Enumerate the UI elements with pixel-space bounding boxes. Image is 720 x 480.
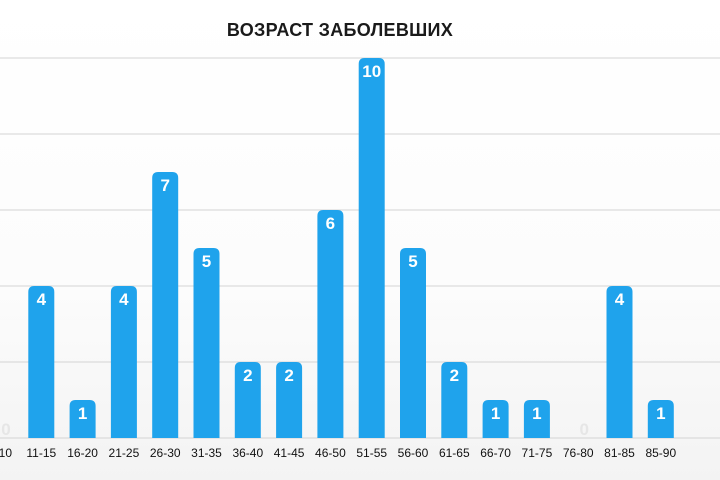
data-label-41-45: 2 [284, 366, 293, 385]
data-label-11-15: 4 [37, 290, 47, 309]
bar-41-45 [276, 362, 303, 438]
x-tick-label-26-30: 26-30 [150, 446, 181, 460]
bar-61-65 [441, 362, 468, 438]
x-tick-label-36-40: 36-40 [232, 446, 263, 460]
bar-66-70 [482, 400, 509, 438]
x-tick-label-21-25: 21-25 [109, 446, 140, 460]
bar-56-60 [400, 248, 426, 438]
bar-51-55 [358, 58, 385, 438]
data-label-51-55: 10 [362, 62, 381, 81]
x-tick-label-71-75: 71-75 [522, 446, 553, 460]
data-label-46-50: 6 [326, 214, 335, 233]
bar-71-75 [523, 400, 550, 438]
x-tick-label-46-50: 46-50 [315, 446, 346, 460]
bar-16-20 [69, 400, 96, 438]
data-label-66-70: 1 [491, 404, 500, 423]
bar-46-50 [317, 210, 344, 438]
data-label-36-40: 2 [243, 366, 252, 385]
data-label-85-90: 1 [656, 404, 665, 423]
bar-21-25 [110, 286, 137, 438]
x-tick-label-81-85: 81-85 [604, 446, 635, 460]
data-label-76-80: 0 [579, 420, 588, 439]
data-label-31-35: 5 [202, 252, 211, 271]
bar-26-30 [152, 172, 179, 438]
bar-81-85 [606, 286, 633, 438]
x-tick-label-16-20: 16-20 [67, 446, 98, 460]
x-tick-label-31-35: 31-35 [191, 446, 222, 460]
chart-title: ВОЗРАСТ ЗАБОЛЕВШИХ [226, 20, 454, 40]
x-tick-label-76-80: 76-80 [563, 446, 594, 460]
x-tick-label-66-70: 66-70 [480, 446, 511, 460]
data-label-6-10: 0 [1, 420, 10, 439]
data-label-16-20: 1 [78, 404, 87, 423]
x-tick-label-6-10: 6-10 [0, 446, 12, 460]
x-tick-label-11-15: 11-15 [26, 446, 56, 460]
bar-85-90 [647, 400, 674, 438]
data-label-81-85: 4 [615, 290, 625, 309]
data-label-56-60: 5 [408, 252, 417, 271]
x-tick-label-51-55: 51-55 [356, 446, 387, 460]
x-tick-label-85-90: 85-90 [645, 446, 676, 460]
x-tick-label-61-65: 61-65 [439, 446, 470, 460]
data-label-71-75: 1 [532, 404, 541, 423]
x-tick-label-41-45: 41-45 [274, 446, 305, 460]
data-label-61-65: 2 [450, 366, 459, 385]
bar-36-40 [234, 362, 261, 438]
bar-31-35 [193, 248, 220, 438]
x-tick-label-56-60: 56-60 [398, 446, 429, 460]
data-label-21-25: 4 [119, 290, 129, 309]
data-label-26-30: 7 [160, 176, 169, 195]
bar-11-15 [28, 286, 55, 438]
